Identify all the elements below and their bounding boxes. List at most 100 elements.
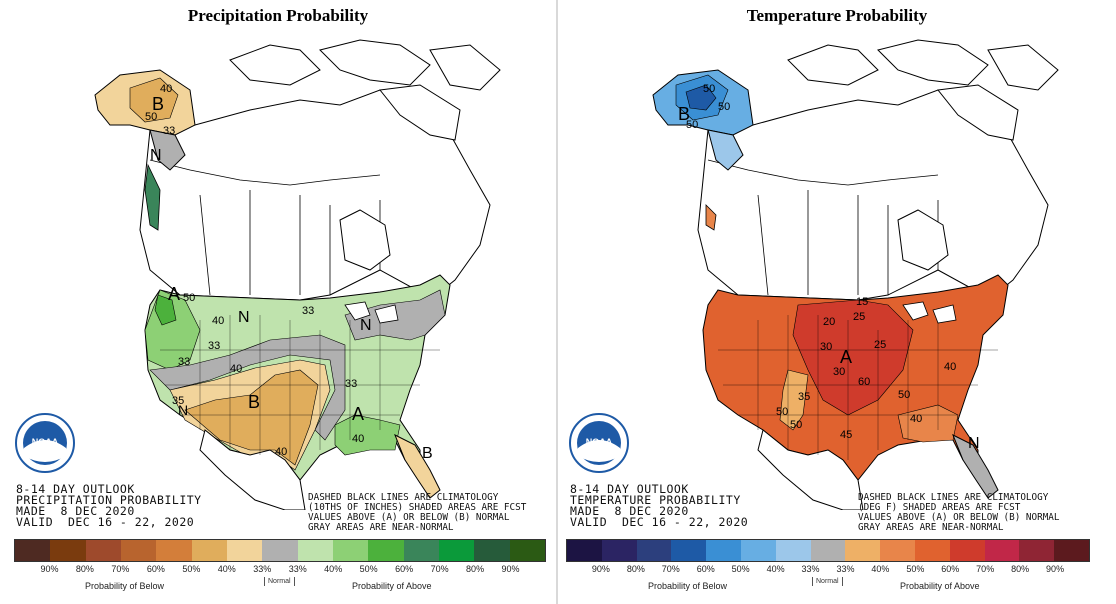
precip-below-label: Probability of Below	[85, 581, 165, 591]
us-southwest-tan	[184, 369, 319, 466]
province-borders	[199, 190, 381, 296]
legend-swatch	[403, 540, 439, 561]
outlook-line: MADE 8 DEC 2020	[570, 504, 689, 518]
us-southeast-green	[334, 414, 401, 456]
map-label: B	[152, 94, 164, 114]
legend-swatch	[845, 540, 881, 561]
temperature-title: Temperature Probability	[746, 6, 928, 25]
map-label: 33	[345, 378, 357, 390]
legend-swatch	[262, 540, 298, 561]
map-label: 60	[858, 376, 870, 388]
map-label: 50	[790, 419, 802, 431]
canada-arctic-line	[707, 159, 939, 186]
alaska-brown-region	[129, 77, 179, 123]
map-label: A	[168, 284, 180, 304]
map-label: 33	[163, 125, 175, 137]
notes-line: DASHED BLACK LINES ARE CLIMATOLOGY	[308, 492, 499, 503]
arctic-islands	[229, 39, 501, 141]
florida	[394, 433, 441, 499]
legend-swatch	[120, 540, 157, 561]
legend-label: 60%	[395, 564, 414, 574]
legend-label: 80%	[626, 564, 645, 574]
temp-normal-label: Normal	[812, 577, 843, 586]
hudson-bay	[897, 209, 949, 271]
precipitation-map: B 40 50 33 N A 50 40 N 33 N 33 40 33 B 3…	[94, 39, 501, 510]
legend-label: 90%	[591, 564, 610, 574]
map-label: 40	[352, 433, 364, 445]
legend-label: 80%	[466, 564, 485, 574]
legend-swatch	[636, 540, 672, 561]
notes-line: DASHED BLACK LINES ARE CLIMATOLOGY	[858, 492, 1049, 503]
map-label: 33	[208, 340, 220, 352]
map-label: 45	[840, 429, 852, 441]
legend-label: 33%	[801, 564, 820, 574]
temp-legend-bar	[566, 539, 1090, 562]
precip-above-label: Probability of Above	[352, 581, 432, 591]
map-label: B	[678, 104, 690, 124]
map-label: 50	[718, 101, 730, 113]
legend-swatch	[914, 540, 950, 561]
legend-swatch	[15, 540, 51, 561]
legend-label: 40%	[871, 564, 890, 574]
outlook-line: 8-14 DAY OUTLOOK	[570, 482, 689, 496]
legend-label: 50%	[731, 564, 750, 574]
legend-swatch	[1019, 540, 1055, 561]
temp-notes: DASHED BLACK LINES ARE CLIMATOLOGY (DEG F…	[858, 493, 1060, 533]
map-label: N	[150, 147, 162, 164]
legend-swatch	[567, 540, 602, 561]
legend-swatch	[226, 540, 263, 561]
temp-legend-labels: 90% 80% 70% 60% 50% 40% 33% 33% 40% 50% 60% 70% 80% 9…	[566, 564, 1088, 576]
map-label: 40	[910, 413, 922, 425]
canada-arctic-line	[149, 159, 381, 186]
map-label: 30	[833, 366, 845, 378]
svg-text:NOAA: NOAA	[32, 437, 59, 447]
legend-label: 70%	[661, 564, 680, 574]
noaa-logo: NOAA	[569, 413, 629, 473]
great-lakes	[344, 301, 399, 324]
legend-label: 40%	[324, 564, 343, 574]
map-label: 30	[820, 341, 832, 353]
alaska-panhandle	[707, 129, 744, 171]
great-lakes	[902, 301, 957, 324]
outlook-line: VALID DEC 16 - 22, 2020	[16, 515, 195, 529]
map-label: A	[840, 347, 852, 367]
legend-swatch	[1054, 540, 1089, 561]
legend-swatch	[949, 540, 985, 561]
temperature-panel: Temperature Probability B 50 50 50 A 15 …	[558, 0, 1116, 604]
legend-label: 50%	[182, 564, 201, 574]
notes-line: (DEG F) SHADED AREAS ARE FCST	[858, 502, 1021, 513]
precip-legend-labels: 90% 80% 70% 60% 50% 40% 33% 33% 40% 50% 60% 70% 80% 9…	[14, 564, 544, 576]
bc-coast	[705, 204, 717, 231]
map-label: 50	[183, 292, 195, 304]
map-label: 33	[178, 356, 190, 368]
legend-label: 90%	[1046, 564, 1065, 574]
legend-swatch	[671, 540, 707, 561]
precip-legend-bar	[14, 539, 546, 562]
map-label: 35	[172, 395, 184, 407]
map-label: 50	[145, 111, 157, 123]
legend-label: 50%	[359, 564, 378, 574]
panel-divider	[556, 0, 558, 604]
legend-swatch	[509, 540, 545, 561]
legend-label: 40%	[766, 564, 785, 574]
legend-swatch	[438, 540, 475, 561]
outlook-line: PRECIPITATION PROBABILITY	[16, 493, 202, 507]
outlook-line: 8-14 DAY OUTLOOK	[16, 482, 135, 496]
legend-swatch	[368, 540, 404, 561]
outlook-line: VALID DEC 16 - 22, 2020	[570, 515, 749, 529]
notes-line: GRAY AREAS ARE NEAR-NORMAL	[858, 522, 1004, 533]
map-label: 25	[853, 311, 865, 323]
notes-line: VALUES ABOVE (A) OR BELOW (B) NORMAL	[858, 512, 1060, 523]
temp-below-label: Probability of Below	[648, 581, 728, 591]
legend-label: 70%	[111, 564, 130, 574]
legend-label: 80%	[75, 564, 94, 574]
map-label: 40	[230, 363, 242, 375]
svg-text:NOAA: NOAA	[586, 437, 613, 447]
temp-outlook-info: 8-14 DAY OUTLOOK TEMPERATURE PROBABILITY M…	[570, 482, 749, 529]
map-label: 40	[160, 83, 172, 95]
hudson-bay	[339, 209, 391, 271]
precipitation-title: Precipitation Probability	[187, 6, 369, 25]
map-label: 50	[898, 389, 910, 401]
state-borders	[718, 315, 998, 460]
map-label: 50	[703, 83, 715, 95]
